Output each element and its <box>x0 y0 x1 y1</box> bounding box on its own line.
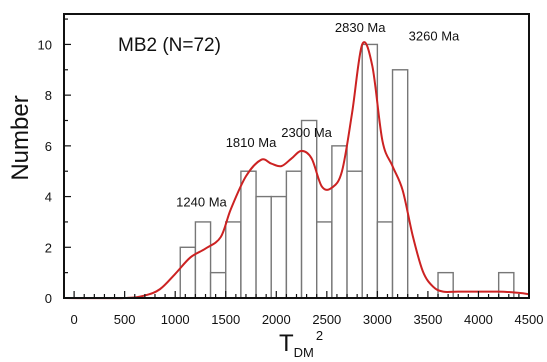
histogram-bar <box>209 271 227 299</box>
x-axis-label-main: T <box>279 330 294 357</box>
histogram-bar <box>194 221 212 299</box>
histogram-bar <box>437 271 454 299</box>
histogram-bar <box>497 271 515 299</box>
histogram-bar <box>331 145 348 299</box>
y-tick-label: 8 <box>45 88 52 103</box>
x-tick-label: 3000 <box>363 312 392 327</box>
axes-layer: 0 500 1000 1500 2000 2500 3000 3500 4000 4500 0 2 4 6… <box>38 13 544 327</box>
histogram-bar <box>240 170 257 299</box>
chart-title: MB2 (N=72) <box>118 35 221 56</box>
histogram-bar <box>346 170 363 299</box>
y-tick-label: 4 <box>45 190 52 205</box>
x-tick-label: 2000 <box>262 312 291 327</box>
annotation-layer: 1240 Ma 1810 Ma 2300 Ma 2830 Ma 3260 Ma <box>176 20 460 210</box>
y-tick-label: 0 <box>45 291 52 306</box>
x-tick-label: 1500 <box>211 312 240 327</box>
peak-annotation: 2300 Ma <box>281 125 332 140</box>
x-tick-label: 4500 <box>515 312 544 327</box>
histogram-bar <box>300 119 318 299</box>
x-axis-label-subscript: DM <box>294 345 314 360</box>
bars-layer <box>179 43 515 299</box>
histogram-bar <box>376 221 394 299</box>
x-tick-label: 500 <box>114 312 136 327</box>
peak-annotation: 2830 Ma <box>335 20 386 35</box>
peak-annotation: 1810 Ma <box>226 135 277 150</box>
x-tick-label: 4000 <box>464 312 493 327</box>
x-tick-label: 3500 <box>413 312 442 327</box>
histogram-bar <box>316 221 333 299</box>
histogram-bar <box>270 195 288 299</box>
y-tick-label: 2 <box>45 240 52 255</box>
histogram-bar <box>285 170 303 299</box>
curve-layer <box>63 41 530 300</box>
x-tick-label: 1000 <box>161 312 190 327</box>
x-axis-label: TDM2 <box>279 328 323 360</box>
y-tick-label: 10 <box>38 37 52 52</box>
peak-annotation: 3260 Ma <box>409 29 460 44</box>
density-curve <box>63 41 530 300</box>
x-tick-label: 0 <box>70 312 77 327</box>
y-tick-label: 6 <box>45 139 52 154</box>
peak-annotation: 1240 Ma <box>176 195 227 210</box>
histogram-bar <box>225 221 242 299</box>
x-axis-label-superscript: 2 <box>316 328 323 343</box>
histogram-bar <box>255 195 272 299</box>
x-tick-label: 2500 <box>312 312 341 327</box>
y-axis-label: Number <box>7 95 34 180</box>
